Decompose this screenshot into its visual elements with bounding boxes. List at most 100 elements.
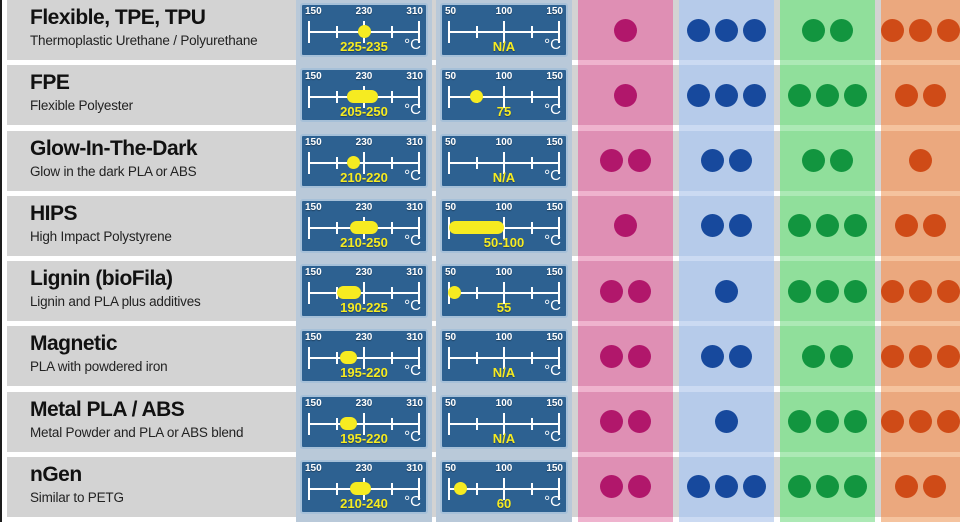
rating-cell-green xyxy=(780,261,875,321)
gauge-tick xyxy=(308,477,310,500)
gauge-tick xyxy=(308,282,310,304)
gauge-scale-label: 100 xyxy=(495,397,513,409)
gauge-tick xyxy=(308,216,310,239)
gauge-tick xyxy=(448,347,450,370)
rating-dot-green xyxy=(844,475,867,499)
rating-dot-magenta xyxy=(600,344,623,368)
rating-dot-green xyxy=(788,83,811,107)
gauge-tick xyxy=(418,151,420,174)
gauge-scale-label: 100 xyxy=(495,6,513,17)
gauge-tick xyxy=(335,221,338,234)
gauge-scale-label: 50 xyxy=(445,397,457,409)
rating-cell-green xyxy=(780,65,875,126)
rating-dot-green xyxy=(844,410,867,433)
gauge-tick xyxy=(390,221,393,234)
gauge-tick xyxy=(475,287,478,299)
rating-cell-green xyxy=(780,456,875,517)
rating-cell-green xyxy=(780,0,875,60)
rating-dot-green xyxy=(844,279,867,303)
gauge-scale-label: 310 xyxy=(406,462,423,474)
gauge-tick xyxy=(308,86,310,109)
rating-dot-blue xyxy=(743,18,766,42)
rating-dot-orange xyxy=(937,410,960,433)
rating-cell-orange xyxy=(881,456,960,517)
rating-dot-green xyxy=(788,279,811,303)
rating-dot-blue xyxy=(743,83,766,107)
temp-range-label: 205-250 xyxy=(340,104,388,120)
celsius-unit-label: °C xyxy=(544,362,561,380)
extruder-temp-gauge: 150 230 310 225-235 °C xyxy=(300,3,428,57)
gauge-scale-label: 50 xyxy=(445,201,457,213)
rating-cell-magenta xyxy=(578,261,673,321)
rating-dot-magenta xyxy=(628,475,651,499)
gauge-scale-label: 100 xyxy=(495,462,513,474)
gauge-tick xyxy=(335,482,338,495)
gauge-scale-label: 230 xyxy=(355,462,373,474)
rating-dot-orange xyxy=(895,83,918,107)
rating-dot-blue xyxy=(715,18,738,42)
rating-cell-orange xyxy=(881,261,960,321)
material-row: Lignin (bioFila) Lignin and PLA plus addi… xyxy=(0,261,960,321)
rating-dot-magenta xyxy=(628,410,651,433)
gauge-scale-label: 50 xyxy=(445,71,457,83)
gauge-scale-label: 100 xyxy=(495,267,513,278)
gauge-scale-label: 150 xyxy=(305,332,322,344)
rating-dot-blue xyxy=(743,475,766,499)
rating-dot-orange xyxy=(909,149,932,172)
rating-dot-magenta xyxy=(614,83,637,107)
rating-dot-green xyxy=(830,344,853,368)
rating-cell-orange xyxy=(881,326,960,387)
rating-dot-blue xyxy=(715,83,738,107)
material-name-block: Metal PLA / ABS Metal Powder and PLA or A… xyxy=(30,397,290,441)
gauge-tick xyxy=(448,477,450,500)
material-name: FPE xyxy=(30,71,70,95)
gauge-tick xyxy=(558,347,560,370)
bed-temp-gauge: 50 100 150 55 °C xyxy=(440,264,568,318)
gauge-tick xyxy=(558,86,560,109)
gauge-tick xyxy=(503,21,505,43)
gauge-scale-label: 310 xyxy=(406,71,423,83)
temp-range-label: 210-250 xyxy=(340,234,388,250)
gauge-scale-label: 150 xyxy=(546,71,563,83)
gauge-scale-label: 150 xyxy=(546,201,563,213)
gauge-tick xyxy=(503,151,505,174)
gauge-tick xyxy=(558,21,560,43)
gauge-tick xyxy=(335,156,338,169)
gauge-tick xyxy=(308,412,310,435)
rating-dot-magenta xyxy=(628,149,651,172)
gauge-tick xyxy=(475,26,478,38)
rating-dot-green xyxy=(816,83,839,107)
gauge-scale-label: 310 xyxy=(406,6,423,17)
temp-marker xyxy=(357,25,371,38)
gauge-tick xyxy=(390,352,393,365)
gauge-tick xyxy=(530,221,533,234)
temp-marker xyxy=(350,481,371,495)
rating-dot-green xyxy=(816,475,839,499)
gauge-scale-label: 100 xyxy=(495,71,513,83)
gauge-tick xyxy=(390,91,393,104)
material-description: Thermoplastic Urethane / Polyurethane xyxy=(30,33,258,48)
material-name-block: Magnetic PLA with powdered iron xyxy=(30,331,290,375)
gauge-scale-label: 50 xyxy=(445,6,457,17)
gauge-tick xyxy=(335,91,338,104)
material-description: Flexible Polyester xyxy=(30,98,133,114)
gauge-scale-label: 150 xyxy=(305,267,322,278)
gauge-tick xyxy=(390,482,393,495)
celsius-unit-label: °C xyxy=(404,101,421,119)
material-row: Glow-In-The-Dark Glow in the dark PLA or … xyxy=(0,130,960,191)
material-row: Metal PLA / ABS Metal Powder and PLA or A… xyxy=(0,391,960,452)
gauge-tick xyxy=(530,482,533,495)
temp-marker xyxy=(448,286,461,299)
rating-dot-orange xyxy=(881,344,904,368)
temp-range-label: N/A xyxy=(492,430,516,446)
material-name: HIPS xyxy=(30,201,78,225)
temp-range-label: N/A xyxy=(492,365,516,381)
temp-range-label: 210-220 xyxy=(340,169,388,185)
gauge-scale-label: 150 xyxy=(546,267,563,278)
material-row: FPE Flexible Polyester 150 230 310 205-250 °C 5… xyxy=(0,65,960,126)
celsius-unit-label: °C xyxy=(404,427,421,445)
rating-dot-orange xyxy=(909,279,932,303)
rating-cell-magenta xyxy=(578,326,673,387)
gauge-scale-label: 150 xyxy=(305,136,322,148)
rating-dot-blue xyxy=(701,344,724,368)
